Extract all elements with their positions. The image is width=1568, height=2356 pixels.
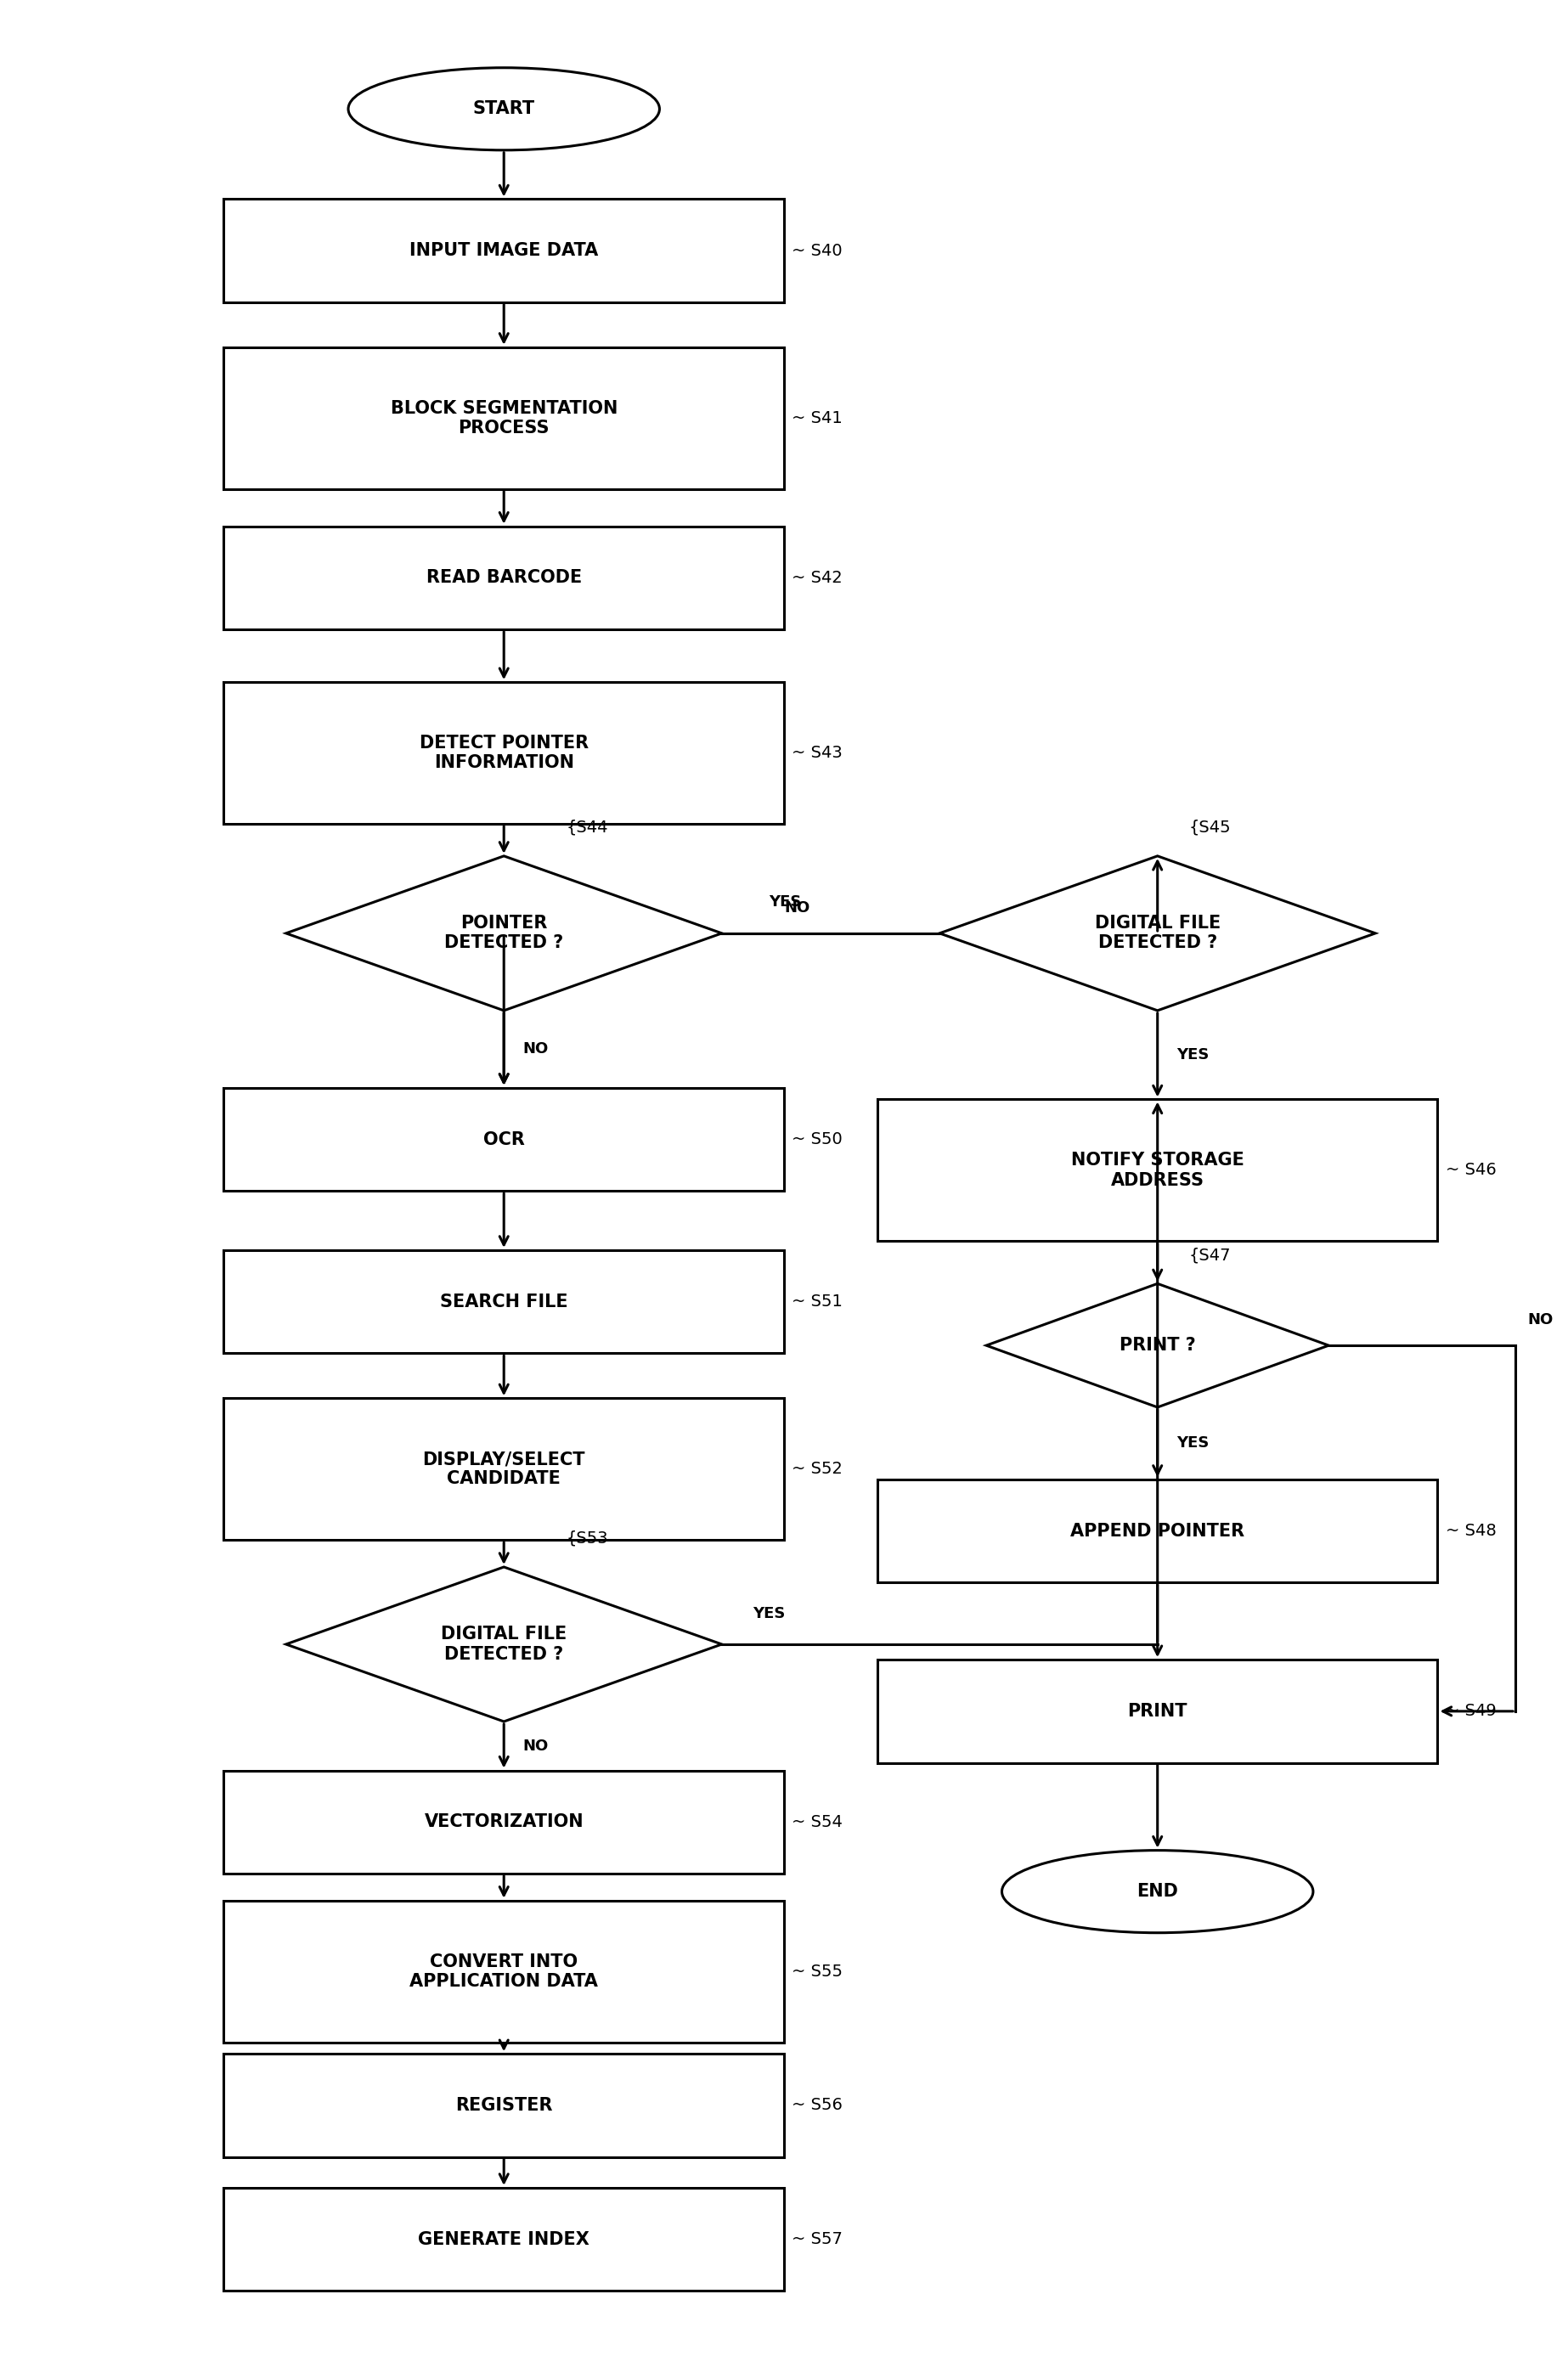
Text: NO: NO — [522, 1739, 549, 1753]
FancyBboxPatch shape — [878, 1480, 1438, 1583]
Polygon shape — [939, 855, 1375, 1011]
Text: {S53: {S53 — [566, 1531, 608, 1546]
Ellipse shape — [1002, 1849, 1312, 1932]
Text: YES: YES — [1176, 1435, 1209, 1451]
Text: ~ S55: ~ S55 — [792, 1963, 842, 1979]
FancyBboxPatch shape — [224, 525, 784, 629]
Text: POINTER
DETECTED ?: POINTER DETECTED ? — [444, 914, 563, 952]
Text: DISPLAY/SELECT
CANDIDATE: DISPLAY/SELECT CANDIDATE — [422, 1451, 585, 1487]
Text: YES: YES — [753, 1607, 786, 1621]
Text: ~ S41: ~ S41 — [792, 410, 842, 426]
Text: DIGITAL FILE
DETECTED ?: DIGITAL FILE DETECTED ? — [441, 1626, 568, 1663]
Text: ~ S46: ~ S46 — [1446, 1162, 1496, 1178]
Text: PRINT: PRINT — [1127, 1703, 1187, 1720]
Text: OCR: OCR — [483, 1131, 525, 1147]
Text: GENERATE INDEX: GENERATE INDEX — [419, 2231, 590, 2248]
Polygon shape — [285, 1567, 721, 1722]
Text: YES: YES — [1176, 1048, 1209, 1063]
Text: START: START — [474, 101, 535, 118]
Text: NO: NO — [1527, 1312, 1554, 1326]
Text: INPUT IMAGE DATA: INPUT IMAGE DATA — [409, 243, 599, 259]
FancyBboxPatch shape — [224, 1901, 784, 2043]
Text: ~ S52: ~ S52 — [792, 1461, 842, 1477]
Text: ~ S50: ~ S50 — [792, 1131, 842, 1147]
Text: NOTIFY STORAGE
ADDRESS: NOTIFY STORAGE ADDRESS — [1071, 1152, 1243, 1190]
Text: END: END — [1137, 1882, 1178, 1899]
FancyBboxPatch shape — [224, 1769, 784, 1873]
FancyBboxPatch shape — [224, 683, 784, 825]
Text: PRINT ?: PRINT ? — [1120, 1336, 1196, 1355]
Polygon shape — [285, 855, 721, 1011]
Text: ~ S42: ~ S42 — [792, 570, 842, 587]
Text: ~ S40: ~ S40 — [792, 243, 842, 259]
Text: NO: NO — [522, 1041, 549, 1058]
Text: ~ S43: ~ S43 — [792, 744, 842, 761]
Text: ~ S48: ~ S48 — [1446, 1522, 1496, 1538]
Text: ~ S57: ~ S57 — [792, 2231, 842, 2248]
Ellipse shape — [348, 68, 660, 151]
FancyBboxPatch shape — [224, 1397, 784, 1541]
Text: REGISTER: REGISTER — [455, 2097, 552, 2113]
Text: NO: NO — [784, 900, 809, 914]
FancyBboxPatch shape — [878, 1100, 1438, 1242]
Text: SEARCH FILE: SEARCH FILE — [441, 1293, 568, 1310]
Text: {S47: {S47 — [1189, 1246, 1231, 1263]
Text: ~ S56: ~ S56 — [792, 2097, 842, 2113]
Text: APPEND POINTER: APPEND POINTER — [1071, 1522, 1245, 1538]
Text: READ BARCODE: READ BARCODE — [426, 570, 582, 587]
Text: DETECT POINTER
INFORMATION: DETECT POINTER INFORMATION — [419, 735, 588, 770]
FancyBboxPatch shape — [224, 346, 784, 490]
FancyBboxPatch shape — [224, 1251, 784, 1352]
FancyBboxPatch shape — [224, 2189, 784, 2290]
Text: VECTORIZATION: VECTORIZATION — [425, 1814, 583, 1831]
Text: ~ S51: ~ S51 — [792, 1293, 842, 1310]
FancyBboxPatch shape — [224, 2054, 784, 2156]
Text: {S45: {S45 — [1189, 820, 1231, 836]
Text: CONVERT INTO
APPLICATION DATA: CONVERT INTO APPLICATION DATA — [409, 1953, 597, 1991]
FancyBboxPatch shape — [878, 1659, 1438, 1762]
Text: BLOCK SEGMENTATION
PROCESS: BLOCK SEGMENTATION PROCESS — [390, 401, 618, 436]
FancyBboxPatch shape — [224, 200, 784, 302]
Text: DIGITAL FILE
DETECTED ?: DIGITAL FILE DETECTED ? — [1094, 914, 1220, 952]
Text: {S44: {S44 — [566, 820, 608, 836]
Text: YES: YES — [768, 895, 801, 909]
Text: ~ S54: ~ S54 — [792, 1814, 842, 1831]
Polygon shape — [986, 1284, 1328, 1407]
FancyBboxPatch shape — [224, 1088, 784, 1190]
Text: ~ S49: ~ S49 — [1446, 1703, 1496, 1720]
